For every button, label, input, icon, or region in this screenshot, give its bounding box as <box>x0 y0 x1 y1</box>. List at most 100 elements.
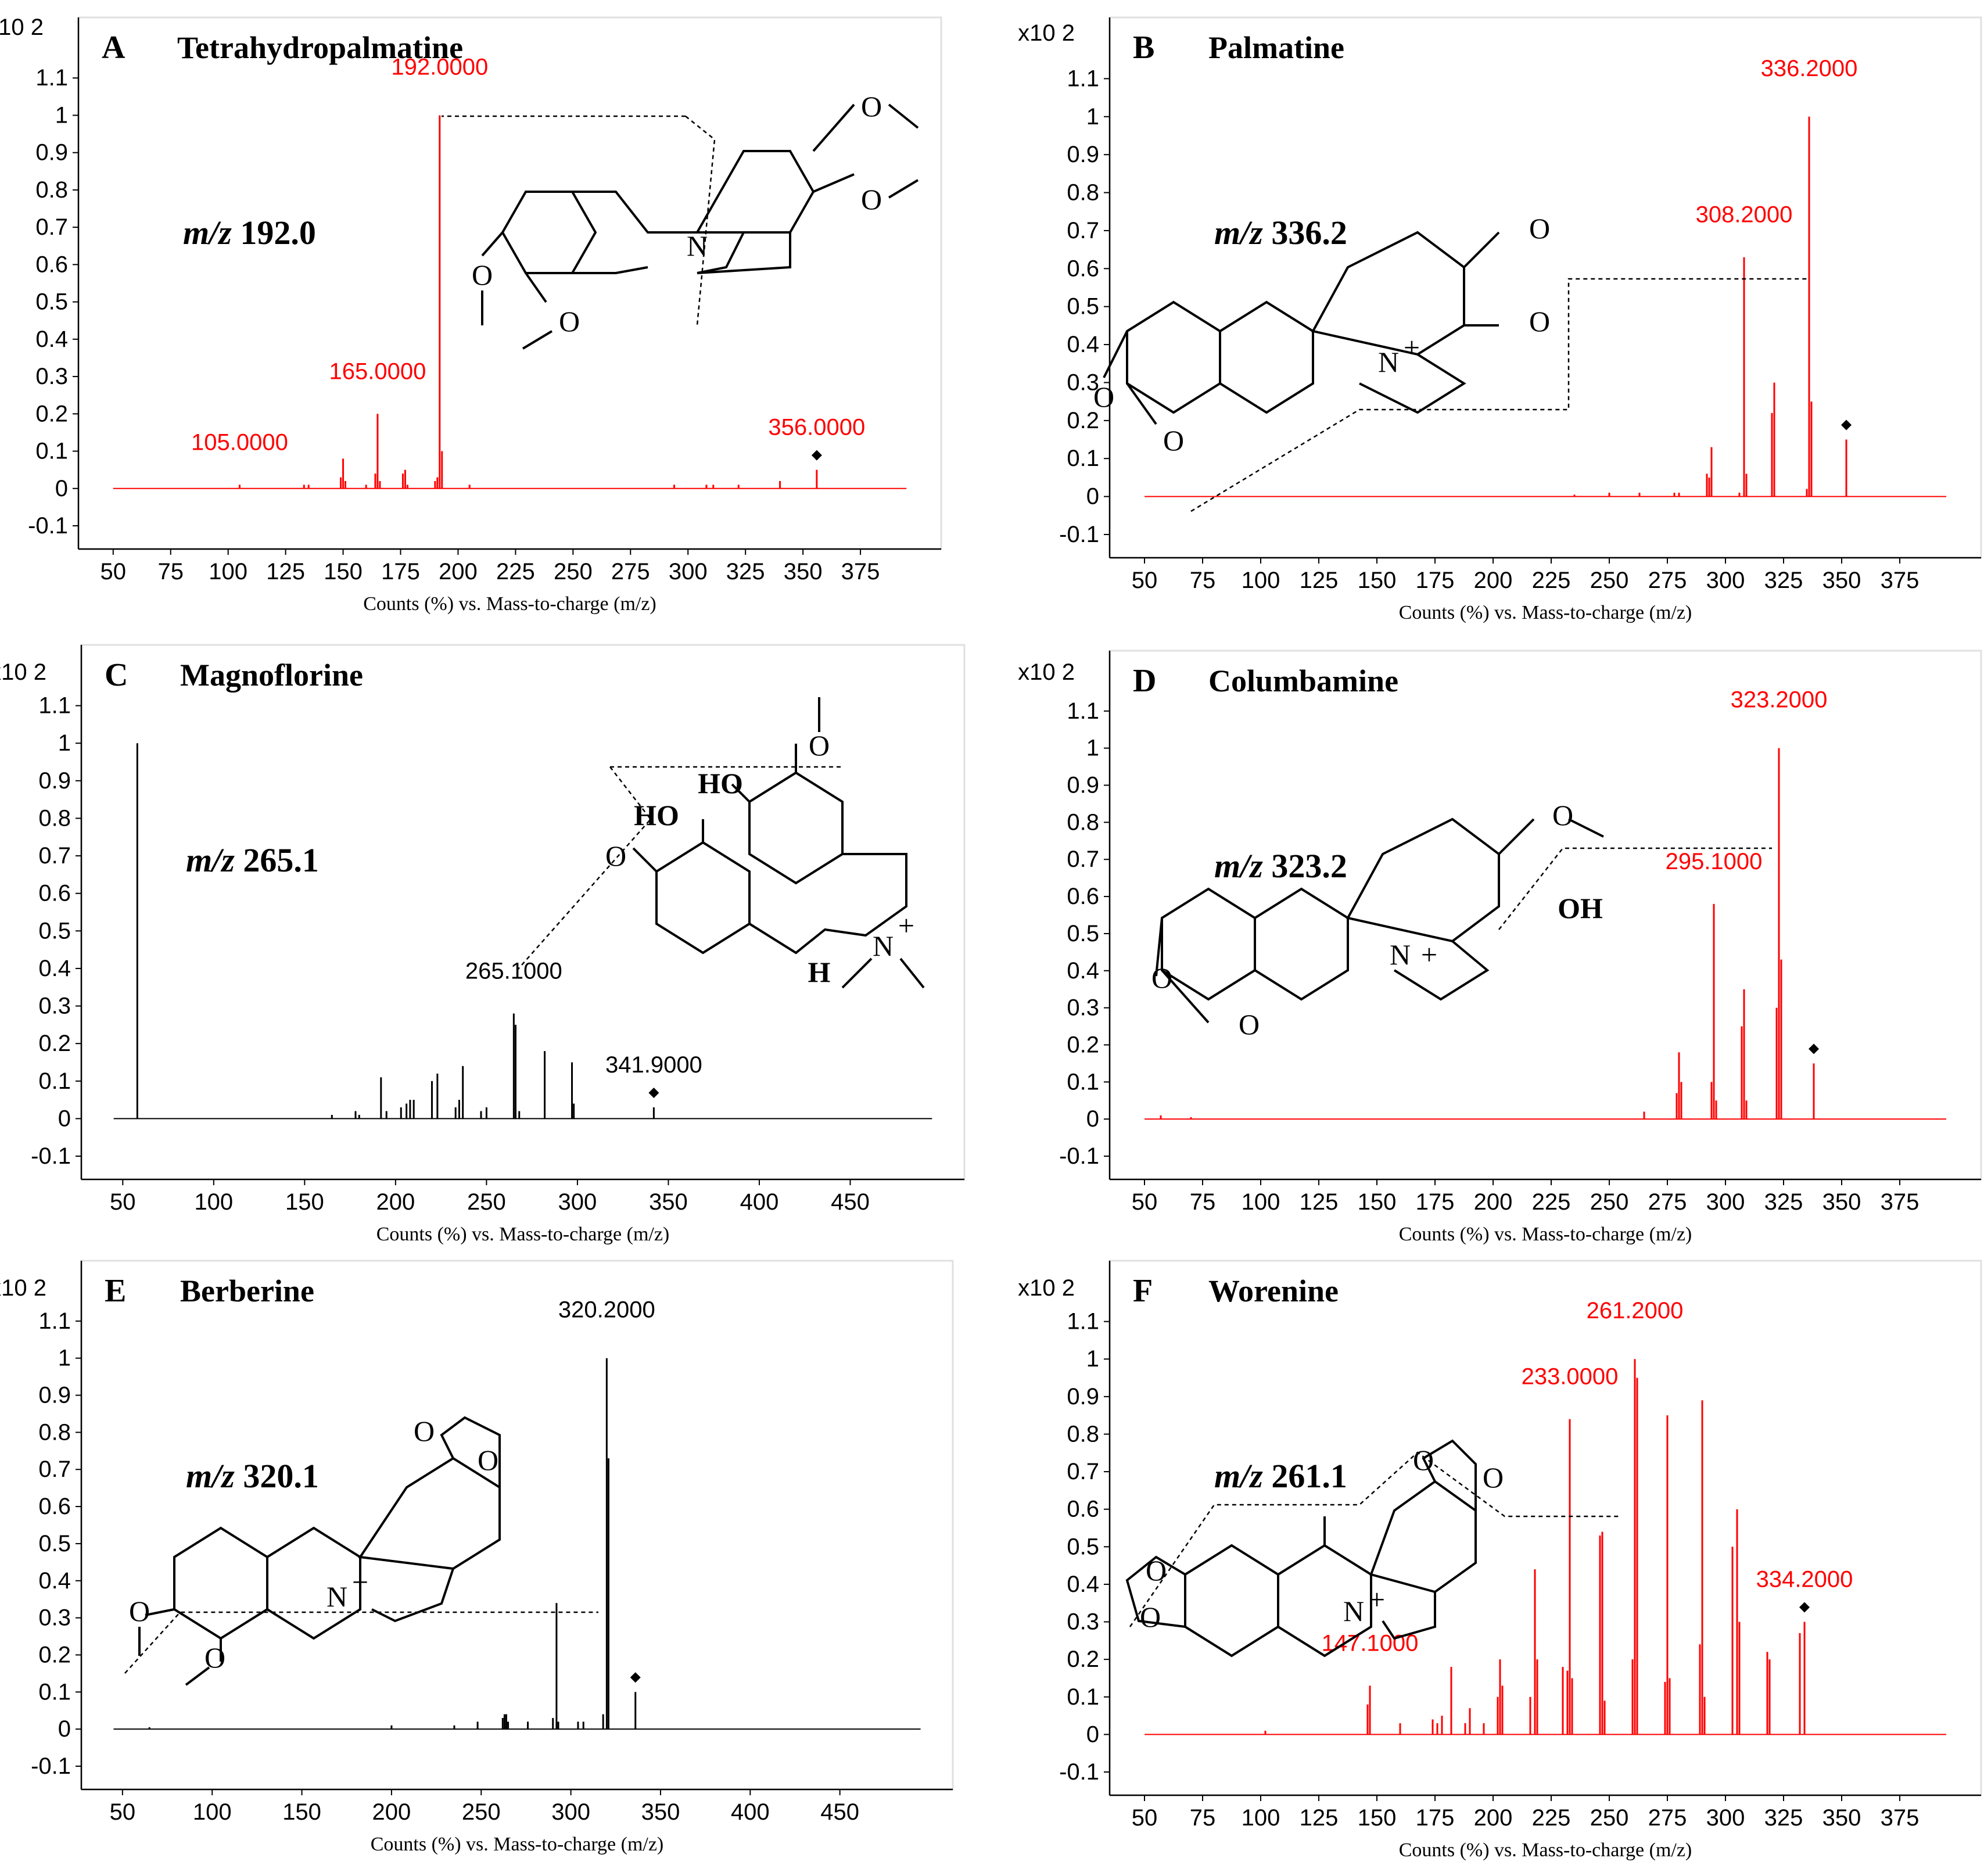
compound-title: Columbamine <box>1208 663 1398 698</box>
y-tick-label: 0.6 <box>35 252 68 277</box>
x-tick-label: 250 <box>1590 1805 1629 1831</box>
x-tick-label: 50 <box>110 1189 136 1215</box>
bond <box>1498 818 1535 855</box>
x-tick-label: 150 <box>282 1799 321 1825</box>
y-tick-label: 0.4 <box>38 1568 71 1594</box>
dioxole-ring <box>1422 1439 1477 1511</box>
peak-label: 356.0000 <box>768 415 865 440</box>
precursor-marker <box>811 450 822 461</box>
precursor-marker <box>1799 1602 1810 1613</box>
y-tick-label: 0.5 <box>35 289 68 315</box>
y-tick-label: 0.8 <box>1067 180 1099 206</box>
y-tick-label: 0 <box>1086 484 1099 510</box>
y-tick-label: 0.3 <box>1067 1609 1099 1635</box>
x-tick-label: 325 <box>1764 1189 1803 1215</box>
structure-atom-label: N <box>1390 938 1411 971</box>
y-tick-label: 0.8 <box>38 805 71 831</box>
mz-value: 323.2 <box>1271 847 1347 885</box>
structure-atom-label: N <box>327 1580 347 1613</box>
y-tick-label: 0.6 <box>38 881 71 906</box>
x-tick-label: 50 <box>101 559 127 584</box>
y-tick-label: 0.7 <box>35 214 68 240</box>
y-tick-label: 0.3 <box>38 993 71 1019</box>
y-tick-label: -0.1 <box>1059 1759 1099 1785</box>
x-tick-label: 150 <box>1358 568 1397 593</box>
mz-prefix: m/z <box>1214 214 1271 252</box>
y-tick-label: 0.3 <box>1067 995 1099 1021</box>
x-tick-label: 150 <box>285 1189 324 1215</box>
y-tick-label: 0.5 <box>38 918 71 944</box>
ring-bond <box>697 232 791 274</box>
fragmentation-arrow <box>1190 278 1807 512</box>
precursor-marker <box>648 1088 659 1098</box>
x-tick-label: 300 <box>1706 568 1745 593</box>
structure-atom-label: HO <box>634 799 679 831</box>
mz-value: 336.2 <box>1271 214 1347 252</box>
structure-atom-label: H <box>808 956 831 988</box>
structure-atom-label: O <box>1140 1601 1161 1633</box>
pyridinium-ring <box>1254 887 1349 1001</box>
x-tick-label: 125 <box>266 559 305 584</box>
y-tick-label: 0 <box>55 476 68 501</box>
x-tick-label: 350 <box>1822 1189 1861 1215</box>
bond <box>731 783 751 803</box>
y-tick-label: 0.9 <box>1067 142 1099 167</box>
y-tick-label: 0.5 <box>38 1531 71 1556</box>
x-tick-label: 75 <box>157 559 184 584</box>
peak-label: 265.1000 <box>465 958 562 984</box>
y-tick-label: 0.4 <box>35 327 68 352</box>
x-axis-title: Counts (%) vs. Mass-to-charge (m/z) <box>376 1224 670 1245</box>
mz-prefix: m/z <box>1214 1457 1271 1495</box>
charge-label: + <box>1404 331 1420 364</box>
y-tick-label: 1 <box>58 1346 71 1371</box>
compound-title: Palmatine <box>1208 30 1344 65</box>
y-tick-label: 0.1 <box>1067 1069 1099 1095</box>
y-tick-label: 0.3 <box>35 364 68 389</box>
peak-label: 341.9000 <box>605 1052 702 1078</box>
x-tick-label: 200 <box>1474 1189 1513 1215</box>
x-tick-label: 225 <box>1532 568 1571 593</box>
plot-frame <box>80 644 966 1181</box>
peak-label: 308.2000 <box>1696 202 1793 228</box>
structure-atom-label: O <box>861 183 882 216</box>
x-tick-label: 300 <box>551 1799 590 1825</box>
x-tick-label: 350 <box>1822 1805 1861 1831</box>
y-tick-label: 0.1 <box>1067 446 1099 471</box>
structure-atom-label: O <box>1151 962 1172 994</box>
compound-title: Magnoflorine <box>180 658 363 693</box>
mz-prefix: m/z <box>183 214 240 252</box>
x-tick-label: 100 <box>193 1799 232 1825</box>
y-tick-label: 0 <box>1086 1721 1099 1747</box>
structure-atom-label: HO <box>698 767 743 799</box>
compound-title: Tetrahydropalmatine <box>177 30 463 65</box>
y-tick-label: 0.9 <box>1067 1384 1099 1409</box>
x-tick-label: 225 <box>496 559 535 584</box>
bond <box>812 103 855 152</box>
benzene-ring <box>1161 887 1256 1001</box>
ring-bond <box>1359 353 1466 414</box>
structure-atom-label: O <box>1093 381 1114 413</box>
pyridinium-ring <box>266 1526 361 1640</box>
ring-bond <box>572 266 648 274</box>
ring-bond <box>572 191 697 234</box>
peak-label: 323.2000 <box>1731 687 1828 713</box>
x-tick-label: 275 <box>1648 1189 1687 1215</box>
peak-label: 105.0000 <box>191 429 288 455</box>
x-tick-label: 275 <box>611 559 650 584</box>
x-tick-label: 125 <box>1300 568 1339 593</box>
y-tick-label: 0.2 <box>1067 1032 1099 1057</box>
y-tick-label: -0.1 <box>31 1143 71 1169</box>
compound-title: Berberine <box>180 1274 314 1308</box>
x-tick-label: 200 <box>376 1189 415 1215</box>
x-tick-label: 250 <box>462 1799 501 1825</box>
mz-label: m/z 261.1 <box>1214 1457 1347 1495</box>
bond <box>1155 917 1163 977</box>
mz-value: 261.1 <box>1271 1457 1347 1495</box>
x-tick-label: 300 <box>669 559 708 584</box>
y-scale-label: x10 2 <box>0 659 46 685</box>
x-tick-label: 75 <box>1190 1805 1216 1831</box>
benzene-ring-upper <box>1369 1480 1477 1594</box>
y-tick-label: 0.5 <box>1067 921 1099 946</box>
y-tick-label: 0.4 <box>1067 332 1099 357</box>
bond <box>522 330 553 350</box>
